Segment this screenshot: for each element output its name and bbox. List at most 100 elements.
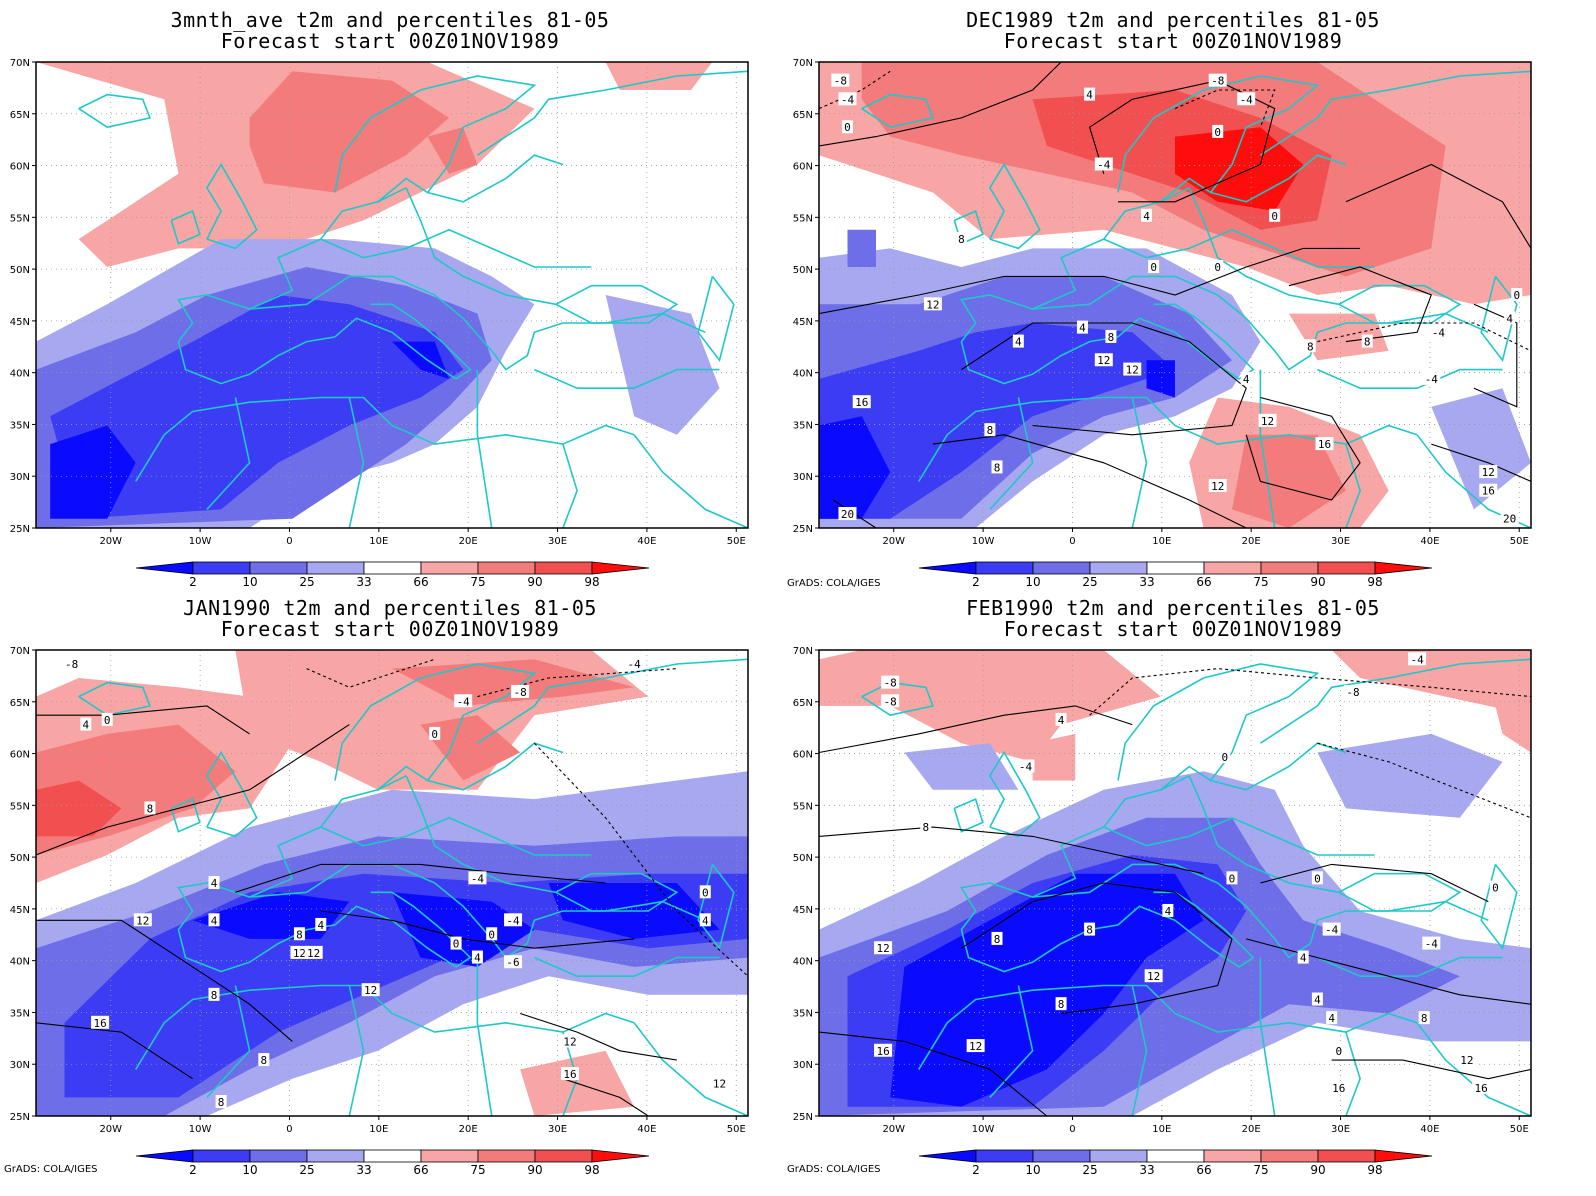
coastline <box>334 75 537 203</box>
coastline <box>1317 368 1503 389</box>
contour-label: -8 <box>65 658 78 671</box>
colorbar: 2 10 25 33 66 75 90 98 <box>918 561 1433 589</box>
percentile-shading <box>1431 388 1531 510</box>
contour-label: 0 <box>1229 872 1236 885</box>
contour-label-bg <box>699 913 711 927</box>
colorbar-label: 98 <box>584 1163 599 1177</box>
contour-label: 12 <box>136 914 149 927</box>
lat-tick-label: 60N <box>793 162 813 173</box>
colorbar-label: 66 <box>1196 575 1211 589</box>
lat-tick-label: 40N <box>793 369 813 380</box>
contour-label: 8 <box>1364 336 1371 349</box>
contour-label: 12 <box>1147 970 1160 983</box>
colorbar-segment <box>1260 1149 1319 1163</box>
coastline <box>1259 658 1531 744</box>
temperature-contour <box>36 705 250 735</box>
coastline <box>1259 957 1276 1116</box>
contour-label-bg <box>1076 320 1088 334</box>
lat-tick-label: 70N <box>10 646 30 657</box>
temperature-contour <box>819 826 1204 875</box>
contour-label-bg <box>450 936 462 950</box>
coastline <box>177 336 336 385</box>
temperature-contour <box>36 919 293 1042</box>
contour-label: 8 <box>1086 924 1093 937</box>
coastline <box>633 1022 748 1116</box>
contour-label-bg <box>1219 750 1231 764</box>
colorbar: 2 10 25 33 66 75 90 98 <box>135 561 650 589</box>
panel-feb1990: FEB1990 t2m and percentiles 81-05 Foreca… <box>783 588 1581 1186</box>
contour-label: 8 <box>1421 1012 1428 1025</box>
colorbar-segment <box>1317 561 1376 575</box>
lat-tick-label: 25N <box>10 1112 30 1123</box>
temperature-contour <box>1317 322 1531 352</box>
coastline <box>989 397 1034 510</box>
lon-tick-label: 20E <box>459 536 478 547</box>
contour-label-bg <box>290 945 309 959</box>
coastline <box>476 957 493 1116</box>
coastline <box>170 210 201 245</box>
temperature-contour <box>520 1012 677 1061</box>
contour-label: -4 <box>841 93 855 106</box>
percentile-shading <box>1317 733 1503 818</box>
colorbar: 2 10 25 33 66 75 90 98 <box>135 1149 650 1177</box>
contour-label: -4 <box>506 914 520 927</box>
colorbar-segment <box>1089 561 1148 575</box>
colorbar-label: 75 <box>470 575 485 589</box>
lat-tick-label: 25N <box>793 1112 813 1123</box>
contour-label: 0 <box>104 714 111 727</box>
coastline <box>177 924 336 973</box>
coastline <box>1210 154 1347 203</box>
contour-label: 8 <box>211 989 218 1002</box>
contour-label: 12 <box>1482 466 1495 479</box>
colorbar-label: 25 <box>1082 1163 1097 1177</box>
lat-tick-label: 60N <box>793 750 813 761</box>
colorbar-label: 90 <box>1310 575 1325 589</box>
lon-tick-label: 30E <box>1331 1124 1350 1135</box>
coastline <box>320 816 592 856</box>
contour-label-bg <box>91 1015 110 1029</box>
coastline <box>1317 956 1503 977</box>
colorbar-label: 10 <box>242 1163 257 1177</box>
colorbar-label: 33 <box>356 1163 371 1177</box>
temperature-contour <box>832 499 877 528</box>
lat-tick-label: 25N <box>10 524 30 535</box>
lat-tick-label: 55N <box>793 801 813 812</box>
map-border <box>35 61 749 529</box>
contour-label: -8 <box>884 677 897 690</box>
contour-label-bg <box>1084 87 1096 101</box>
coastline <box>1345 443 1361 528</box>
contour-label-bg <box>1322 922 1341 936</box>
colorbar-segment <box>477 1149 536 1163</box>
panel-title: FEB1990 t2m and percentiles 81-05 <box>966 596 1380 620</box>
lon-tick-label: 50E <box>727 1124 746 1135</box>
lat-tick-label: 35N <box>793 420 813 431</box>
coastline <box>135 984 635 1070</box>
contour-label: -4 <box>1410 653 1424 666</box>
contour-label-bg <box>208 987 220 1001</box>
contour-label-bg <box>1055 997 1067 1011</box>
contour-label: -4 <box>1325 924 1339 937</box>
colorbar-label: 25 <box>1082 575 1097 589</box>
contour-label: 0 <box>1214 126 1221 139</box>
colorbar-label: 75 <box>1253 1163 1268 1177</box>
coastline <box>1188 775 1339 894</box>
contour-label-bg <box>1511 288 1523 301</box>
contour-label-bg <box>966 1039 985 1053</box>
contour-label: 0 <box>1335 1045 1342 1058</box>
contour-label-bg <box>984 423 996 437</box>
contour-label: -8 <box>1346 686 1359 699</box>
contour-label-bg <box>1472 1081 1491 1095</box>
temperature-contour <box>1089 668 1531 716</box>
contour-label-bg <box>923 297 942 311</box>
colorbar-label: 66 <box>413 1163 428 1177</box>
contour-label-bg <box>874 1043 893 1057</box>
lon-tick-label: 50E <box>1510 1124 1529 1135</box>
lon-tick-label: 10W <box>189 1124 212 1135</box>
colorbar-segment <box>1032 1149 1091 1163</box>
coastline <box>555 284 679 324</box>
contour-label: 4 <box>1165 905 1172 918</box>
grads-credit: GrADS: COLA/IGES <box>787 1164 881 1175</box>
contour-label: 12 <box>293 947 306 960</box>
colorbar-label: 10 <box>1025 1163 1040 1177</box>
percentile-shading <box>1146 360 1175 398</box>
